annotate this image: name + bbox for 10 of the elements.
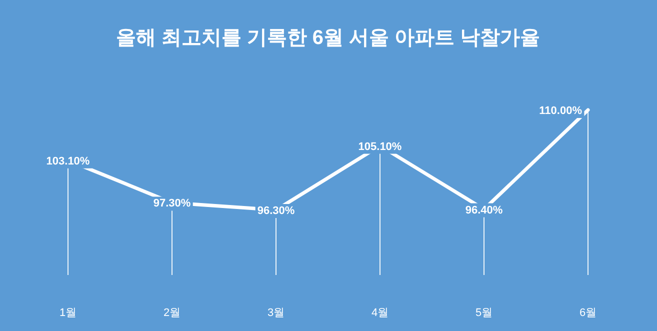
- x-tick-label: 5월: [475, 307, 493, 319]
- data-label: 110.00%: [539, 105, 582, 117]
- x-tick-label: 4월: [371, 307, 389, 319]
- chart-title: 올해 최고치를 기록한 6월 서울 아파트 낙찰가율: [116, 27, 540, 49]
- x-tick-label: 1월: [59, 307, 77, 319]
- data-label: 103.10%: [46, 155, 90, 168]
- data-label: 105.10%: [358, 140, 402, 153]
- x-tick-label: 3월: [267, 307, 285, 319]
- x-tick-label: 2월: [163, 307, 181, 319]
- x-tick-label: 6월: [579, 307, 597, 319]
